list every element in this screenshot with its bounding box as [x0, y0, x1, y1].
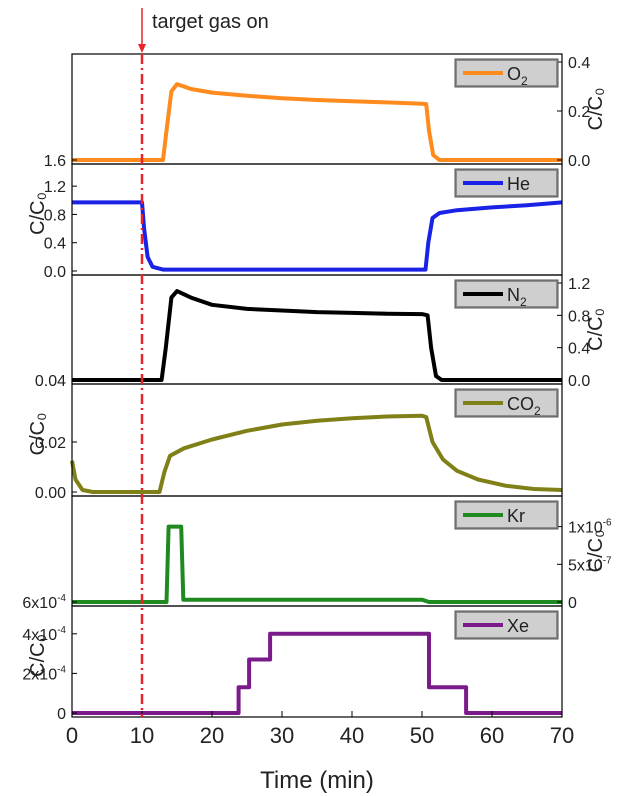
y-tick-label: 0: [568, 595, 577, 612]
panel-he: 0.0 0.4 0.8 1.2C/C₀ He: [27, 163, 563, 281]
y-tick-label: 1.2: [568, 276, 590, 293]
legend-label: Kr: [507, 506, 525, 526]
panel-frame: [71, 605, 563, 718]
annotation-label: target gas on: [152, 11, 269, 33]
y-tick-label: 0.04: [35, 373, 66, 390]
legend-label: CO2: [507, 394, 541, 418]
legend-label: He: [507, 174, 530, 194]
x-tick-label: 0: [66, 723, 78, 748]
annotation-arrow-head: [138, 44, 146, 53]
legend-co: CO2: [454, 388, 559, 418]
panel-xe: 0 2x10-4 4x10-4C/C₀ Xe: [22, 605, 563, 723]
y-tick-label: 0.8: [44, 207, 66, 224]
y-tick-label: 2x10-4: [22, 664, 66, 683]
y-tick-label: 1.2: [44, 179, 66, 196]
y-tick-label: 1.6: [44, 153, 66, 170]
y-axis-label: C/C₀: [585, 308, 607, 351]
y-tick-label: 4x10-4: [22, 625, 66, 644]
y-tick-label: 0.02: [35, 435, 66, 452]
legend-label: Xe: [507, 616, 529, 636]
x-axis-label: Time (min): [260, 767, 374, 794]
x-tick-label: 30: [270, 723, 294, 748]
legend-label: N2: [507, 285, 527, 309]
x-tick-label: 70: [550, 723, 574, 748]
legend-o: O2: [454, 58, 559, 88]
y-axis-label: C/C₀: [27, 634, 49, 677]
y-axis-label: C/C₀: [585, 88, 607, 131]
y-tick-label: 0.00: [35, 485, 66, 502]
series-line-co: [70, 413, 563, 494]
legend-label: O2: [507, 64, 528, 88]
y-axis-label: C/C₀: [27, 413, 49, 456]
y-tick-label: 0.0: [568, 373, 590, 390]
y-tick-label: 5x10-7: [568, 555, 612, 574]
x-tick-label: 50: [410, 723, 434, 748]
x-tick-label: 20: [200, 723, 224, 748]
y-tick-label: 0.0: [568, 153, 590, 170]
y-axis-label: C/C₀: [27, 192, 49, 235]
panel-co: 0.00 0.02C/C₀ CO2: [27, 383, 563, 502]
y-tick-label: 0.8: [568, 308, 590, 325]
legend-he: He: [454, 168, 559, 198]
series-line-n: [72, 289, 562, 382]
panel-kr: 6x10-4 C/C₀ Kr: [22, 495, 607, 612]
legend-n: N2: [454, 279, 559, 309]
series-line-he: [72, 200, 563, 272]
series-line-kr: [72, 524, 562, 604]
y-tick-label: 0.0: [44, 264, 66, 281]
y-tick-label: 0: [57, 706, 66, 723]
x-tick-label: 60: [480, 723, 504, 748]
legend-xe: Xe: [454, 610, 559, 640]
y-tick-label: 1x10-6: [568, 518, 612, 537]
y-tick-label: 0.4: [568, 55, 590, 72]
y-axis-label: C/C₀: [585, 530, 607, 573]
panel-n: 0.04 C/C₀ N2: [35, 274, 607, 390]
x-tick-label: 10: [130, 723, 154, 748]
panel-o: 1.6 C/C₀ O2: [44, 53, 607, 170]
series-line-o: [72, 82, 562, 162]
series-line-xe: [72, 631, 562, 715]
x-tick-label: 40: [340, 723, 364, 748]
legend-kr: Kr: [454, 500, 559, 530]
y-tick-label: 0.2: [568, 104, 590, 121]
y-tick-label: 0.4: [568, 341, 590, 358]
y-tick-label: 6x10-4: [22, 593, 66, 612]
y-tick-label: 0.4: [44, 236, 66, 253]
